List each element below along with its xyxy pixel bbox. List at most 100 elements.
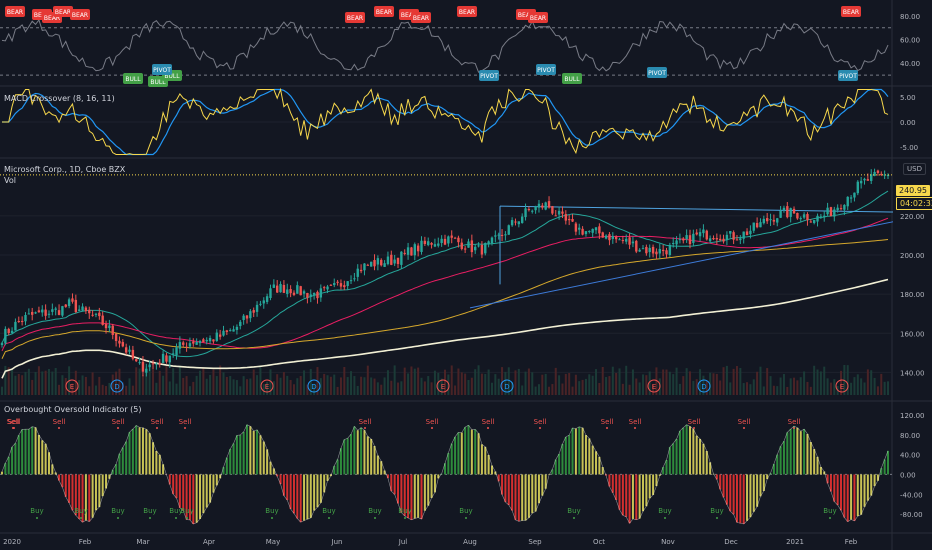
candle-body xyxy=(859,180,863,184)
volume-bar xyxy=(125,385,128,395)
ma-50-line xyxy=(1,217,889,352)
candle-body xyxy=(796,212,799,219)
candle-body xyxy=(319,288,323,298)
candle-body xyxy=(638,249,641,252)
candle-body xyxy=(249,311,252,319)
candle-body xyxy=(57,310,61,315)
volume-bar xyxy=(521,385,524,395)
event-letter: D xyxy=(504,383,509,391)
osc-sell-signal: Sell xyxy=(53,418,65,429)
event-circle xyxy=(647,379,661,393)
candle-body xyxy=(198,341,202,344)
time-axis-label: Oct xyxy=(593,538,605,546)
rsi-bear-badge: BEAR xyxy=(53,6,73,17)
badge-text: PIVOT xyxy=(153,67,171,74)
candle-body xyxy=(557,210,561,215)
volume-bar xyxy=(363,377,366,395)
candle-body xyxy=(474,246,477,251)
badge-text: BEAR xyxy=(376,9,392,16)
volume-bar xyxy=(84,376,87,395)
volume-bar xyxy=(477,365,480,395)
candle-body xyxy=(836,207,839,211)
candle-body xyxy=(269,288,272,299)
candle-body xyxy=(195,342,198,345)
candle-body xyxy=(487,241,490,245)
candle-body xyxy=(668,244,672,256)
candle-body xyxy=(685,235,688,240)
candle-body xyxy=(551,206,554,214)
volume-bar xyxy=(17,373,20,395)
candle-body xyxy=(604,235,608,239)
candle-body xyxy=(383,263,386,267)
candle-body xyxy=(10,330,14,334)
volume-bar xyxy=(269,369,272,395)
candle-body xyxy=(0,343,4,346)
candle-body xyxy=(54,308,57,310)
volume-bar xyxy=(870,370,873,395)
volume-bar xyxy=(578,381,581,395)
candle-body xyxy=(74,299,78,313)
signal-dot xyxy=(693,427,695,429)
osc-buy-signal: Buy xyxy=(823,507,837,519)
volume-bar xyxy=(642,374,645,395)
candle-body xyxy=(809,221,813,223)
volume-bar xyxy=(7,367,10,395)
osc-buy-signal: Buy xyxy=(30,507,44,519)
volume-bar xyxy=(490,382,493,395)
volume-bar xyxy=(558,375,561,395)
currency-badge[interactable]: USD xyxy=(903,163,926,175)
osc-sell-signal: Sell xyxy=(788,418,800,429)
volume-bar xyxy=(299,376,302,395)
volume-bar xyxy=(366,365,369,395)
volume-bar xyxy=(554,367,557,395)
volume-bar xyxy=(799,377,802,395)
candle-body xyxy=(729,230,732,234)
candle-body xyxy=(527,208,531,211)
candle-body xyxy=(520,216,524,223)
time-axis-label: Nov xyxy=(661,538,675,546)
event-circle xyxy=(500,379,514,393)
signal-dot xyxy=(573,517,575,519)
candle-body xyxy=(296,285,299,294)
osc-sell-signal: Sell xyxy=(426,418,438,429)
candle-body xyxy=(406,247,410,255)
volume-bar xyxy=(162,375,165,395)
volume-bar xyxy=(887,381,889,395)
candle-body xyxy=(645,246,648,254)
badge-bg xyxy=(536,64,556,75)
rsi-pivot-badge: PIVOT xyxy=(536,64,556,75)
candle-body xyxy=(309,294,312,297)
event-letter: E xyxy=(840,383,844,391)
volume-bar xyxy=(346,377,349,395)
volume-bar xyxy=(833,379,836,395)
signal-text: Buy xyxy=(322,507,335,515)
candle-body xyxy=(608,234,611,241)
candle-body xyxy=(594,227,598,231)
candle-body xyxy=(31,311,34,315)
candle-body xyxy=(722,238,725,242)
volume-bar xyxy=(534,386,537,395)
volume-bar xyxy=(350,371,353,395)
candle-body xyxy=(239,321,242,327)
rsi-pivot-badge: PIVOT xyxy=(838,70,858,81)
volume-bar xyxy=(47,369,50,395)
volume-bar xyxy=(588,374,591,395)
volume-bar xyxy=(501,367,504,395)
volume-bar xyxy=(1,386,3,395)
candle-body xyxy=(353,278,356,280)
volume-bar xyxy=(182,377,185,395)
volume-bar xyxy=(732,368,735,395)
candle-body xyxy=(732,232,735,240)
candle-body xyxy=(651,246,655,254)
oscillator-pane: Sell Sell Sell Sell Sell Sell Sell Sell Sell Sell… xyxy=(0,418,892,525)
volume-bar xyxy=(467,379,470,395)
signal-dot xyxy=(487,427,489,429)
osc-sell-signal: Sell xyxy=(112,418,124,429)
badge-text: BULL xyxy=(164,73,180,80)
volume-bar xyxy=(564,373,567,395)
osc-sell-signal: Sell xyxy=(7,418,19,429)
event-circle xyxy=(436,379,450,393)
osc-axis-label: -40.00 xyxy=(900,491,923,499)
